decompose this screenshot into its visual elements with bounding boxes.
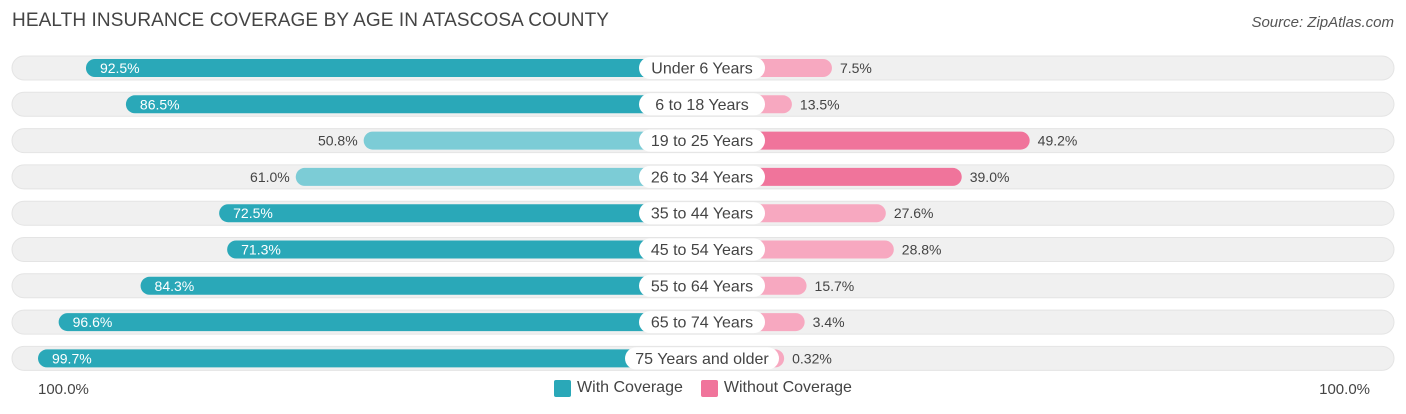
axis-right-label: 100.0% [1319,381,1370,398]
legend-item-with-coverage: With Coverage [554,379,683,397]
label-without-coverage: 13.5% [800,96,840,112]
category-label: 35 to 44 Years [651,206,753,223]
category-pill [639,93,765,116]
label-with-coverage: 99.7% [52,350,92,366]
category-pill [639,202,765,225]
label-without-coverage: 3.4% [813,314,845,330]
label-without-coverage: 39.0% [970,169,1010,185]
label-with-coverage: 50.8% [318,133,358,149]
bar-with-coverage [58,313,703,332]
category-pill [639,165,765,188]
category-pill [639,238,765,261]
label-with-coverage: 96.6% [73,314,113,330]
label-with-coverage: 61.0% [250,169,290,185]
label-without-coverage: 28.8% [902,242,942,258]
bar-with-coverage [140,276,702,295]
bar-with-coverage [125,95,702,114]
legend-swatch-without-coverage [700,379,718,397]
category-label: 19 to 25 Years [651,133,753,150]
chart-area: 92.5% 7.5% Under 6 Years 86.5% 13.5% 6 to 18 … [11,55,1395,371]
bar-with-coverage [295,167,702,186]
category-pill [639,57,765,79]
category-pill [625,347,779,370]
category-label: 6 to 18 Years [655,97,748,114]
label-without-coverage: 49.2% [1038,133,1078,149]
label-with-coverage: 86.5% [140,96,180,112]
label-without-coverage: 27.6% [894,205,934,221]
bar-without-coverage [702,131,1030,150]
legend-swatch-with-coverage [554,379,572,397]
category-label: 26 to 34 Years [651,169,753,186]
label-with-coverage: 84.3% [155,278,195,294]
axis-left-label: 100.0% [38,381,89,398]
label-with-coverage: 72.5% [233,205,273,221]
label-with-coverage: 71.3% [241,242,281,258]
label-without-coverage: 7.5% [840,60,872,76]
legend-label-with-coverage: With Coverage [577,379,683,396]
chart-title: HEALTH INSURANCE COVERAGE BY AGE IN ATAS… [12,10,610,31]
category-label: Under 6 Years [651,61,752,78]
bar-with-coverage [363,131,702,150]
source-label: Source: ZipAtlas.com [1251,14,1394,31]
bar-with-coverage [219,204,702,223]
bar-with-coverage [227,240,702,259]
legend: With Coverage Without Coverage [0,379,1406,397]
legend-label-without-coverage: Without Coverage [723,379,852,396]
category-label: 55 to 64 Years [651,278,753,295]
category-label: 75 Years and older [635,351,769,368]
category-pill [639,311,765,334]
category-pill [639,129,765,152]
label-without-coverage: 0.32% [792,350,832,366]
category-label: 65 to 74 Years [651,315,753,332]
category-label: 45 to 54 Years [651,242,753,259]
label-without-coverage: 15.7% [815,278,855,294]
bar-with-coverage [85,59,702,77]
label-with-coverage: 92.5% [100,60,140,76]
legend-item-without-coverage: Without Coverage [700,379,852,397]
category-pill [639,274,765,297]
bar-without-coverage [702,167,962,186]
bar-with-coverage [37,349,703,368]
